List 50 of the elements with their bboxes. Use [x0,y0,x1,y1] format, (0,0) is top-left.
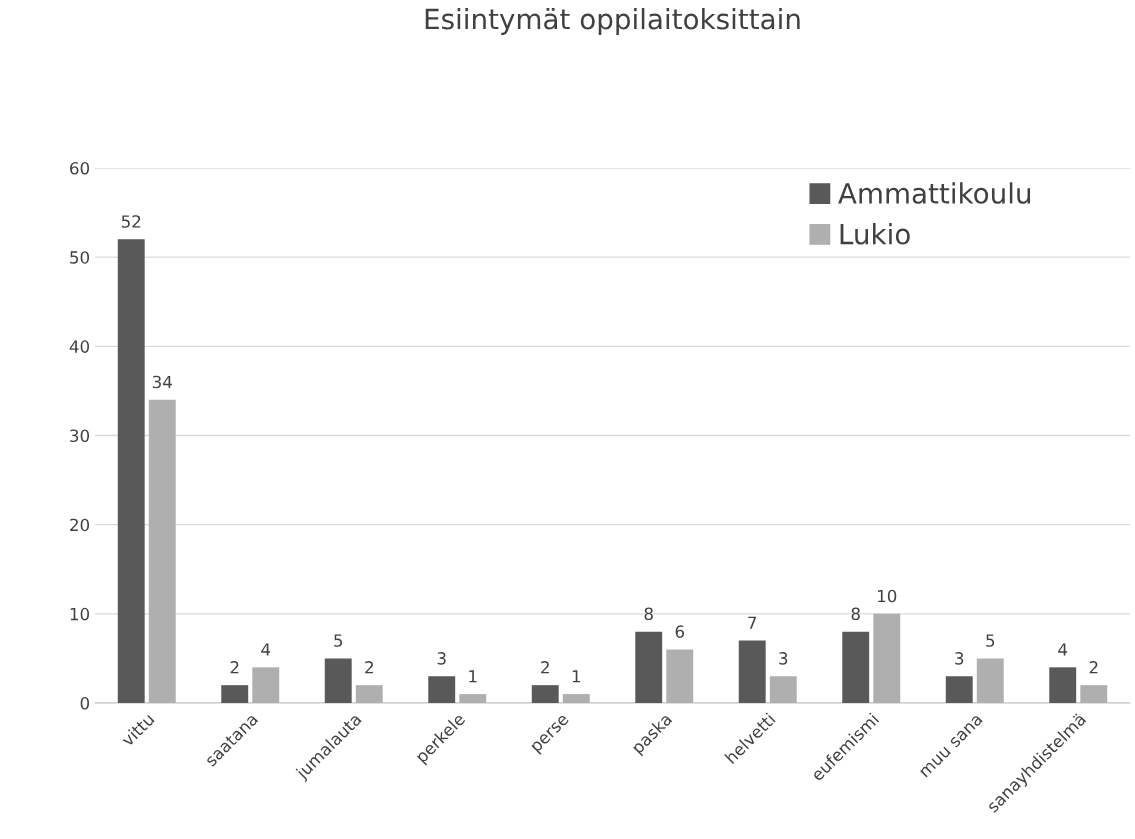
bar [459,694,487,703]
data-label: 5 [986,634,995,647]
data-label: 1 [572,670,581,683]
data-label: 2 [365,661,373,674]
bar [666,649,694,703]
data-label: 3 [437,652,446,665]
bar [324,658,352,703]
y-tick-label: 40 [69,340,90,353]
bar [1049,667,1077,703]
data-label: 2 [230,661,239,674]
data-label: 4 [1058,643,1068,656]
bar [252,667,280,703]
data-label: 3 [955,652,964,665]
y-tick-label: 30 [70,429,90,443]
data-label: 2 [1089,661,1098,674]
bar [148,399,176,703]
data-label: 8 [644,607,653,621]
bar [976,658,1004,703]
bar [428,676,456,703]
chart-title: Esiintymät oppilaitoksittain [425,8,800,35]
legend-label: Ammattikoulu [838,182,1031,204]
bar [945,676,973,703]
bar [738,640,766,703]
y-tick-label: 20 [70,518,90,532]
data-label: 6 [675,625,685,638]
bar [769,676,797,703]
y-tick-label: 50 [70,251,90,264]
data-label: 4 [261,643,271,656]
bar [355,685,383,703]
bar [1080,685,1108,703]
data-label: 3 [779,652,788,665]
data-label: 7 [748,616,757,629]
data-label: 34 [152,375,172,389]
data-label: 2 [541,661,549,674]
y-tick-label: 0 [80,696,90,710]
bar [635,631,663,703]
bar [562,694,590,703]
bar [873,613,901,703]
bar [221,685,249,703]
data-label: 8 [851,607,860,621]
y-tick-label: 60 [70,161,90,175]
legend-label: Lukio [840,223,910,245]
bar [531,685,559,703]
data-label: 10 [878,589,897,603]
data-label: 1 [469,670,477,683]
y-tick-label: 10 [70,607,90,621]
data-label: 5 [334,634,343,647]
bar [842,631,870,703]
data-label: 52 [121,215,141,228]
bar [117,239,145,703]
